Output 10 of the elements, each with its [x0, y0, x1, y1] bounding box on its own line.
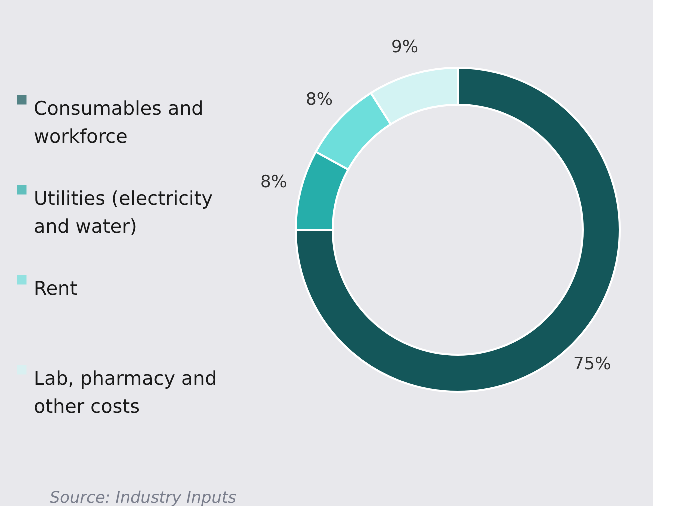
- legend-label: Lab, pharmacy and other costs: [34, 368, 218, 418]
- donut-slice: [295, 67, 621, 393]
- data-label: 8%: [306, 90, 333, 110]
- source-note: Source: Industry Inputs: [50, 488, 236, 507]
- legend-label: Consumables and workforce: [34, 98, 204, 148]
- legend-label: Utilities (electricity and water): [34, 188, 214, 238]
- data-label: 75%: [573, 354, 612, 374]
- data-label: 8%: [260, 172, 288, 193]
- legend-label: Rent: [34, 278, 78, 300]
- data-label: 9%: [392, 38, 418, 58]
